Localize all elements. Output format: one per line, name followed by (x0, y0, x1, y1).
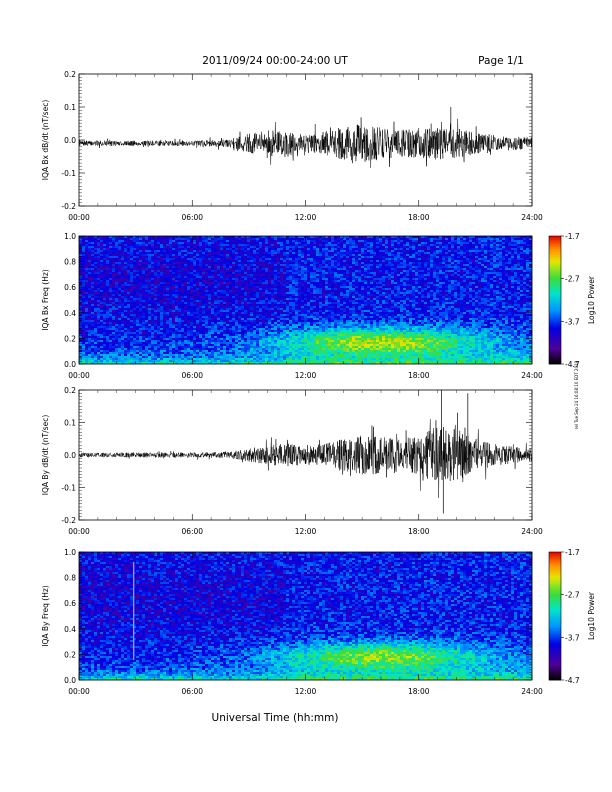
y-tick-label: 0.2 (64, 334, 76, 343)
colorbar-tick-label: -2.7 (565, 275, 580, 284)
y-tick-label: 0.8 (64, 258, 76, 267)
x-tick-label: 00:00 (68, 213, 90, 222)
panel-3: -0.2 -0.1 0.0 0.1 0.2 IQA By dB/dt (nT/sec) 00… (41, 386, 543, 536)
y-tick-label: 0.6 (64, 283, 76, 292)
colorbar-tick-label: -1.7 (565, 232, 580, 241)
y-tick-label: 0.2 (64, 70, 76, 79)
x-tick-label: 18:00 (408, 213, 430, 222)
colorbar-frame (548, 235, 562, 365)
y-tick-label: -0.1 (61, 484, 76, 493)
x-tick-label: 06:00 (181, 527, 203, 536)
figure-title: 2011/09/24 00:00-24:00 UT (202, 55, 348, 67)
y-tick-label: -0.2 (61, 516, 76, 525)
colorbar-frame (548, 551, 562, 681)
y-axis-label: IQA Bx dB/dt (nT/sec) (41, 100, 50, 181)
x-tick-label: 06:00 (181, 213, 203, 222)
y-tick-label: 0.6 (64, 599, 76, 608)
x-tick-label: 12:00 (295, 213, 317, 222)
colorbar-tick-label: -4.7 (565, 360, 580, 369)
x-tick-label: 06:00 (181, 687, 203, 696)
spectrogram-image (79, 552, 533, 681)
y-tick-label: 1.0 (64, 232, 76, 241)
x-tick-label: 12:00 (295, 687, 317, 696)
plot-frame (78, 73, 533, 207)
y-axis-label: IQA By Freq (Hz) (41, 585, 50, 647)
y-tick-label: 0.0 (64, 360, 76, 369)
y-axis-label: IQA By dB/dt (nT/sec) (41, 415, 50, 496)
colorbar-label: Log10 Power (587, 591, 596, 640)
signal-trace (78, 117, 533, 168)
x-tick-label: 00:00 (68, 527, 90, 536)
colorbar: -1.7 -2.7 -3.7 -4.7 Log10 Power (548, 548, 596, 685)
y-tick-label: 0.2 (64, 650, 76, 659)
x-tick-label: 00:00 (68, 371, 90, 380)
colorbar: -1.7 -2.7 -3.7 -4.7 Log10 Power (548, 232, 596, 369)
colorbar-label: Log10 Power (587, 275, 596, 324)
panel-4: -1.7 -2.7 -3.7 -4.7 Log10 Power 0.0 0.2 0.4 0.6 0… (41, 548, 596, 696)
run-timestamp: rel Tue Sep 24 16:08:10 EDT 2019 (574, 360, 579, 429)
page-indicator: Page 1/1 (478, 55, 524, 67)
signal-trace (78, 412, 533, 498)
colorbar-tick-label: -1.7 (565, 548, 580, 557)
colorbar-tick-label: -4.7 (565, 676, 580, 685)
x-tick-label: 12:00 (295, 371, 317, 380)
y-tick-label: 0.2 (64, 386, 76, 395)
panel-1: -0.2 -0.1 0.0 0.1 0.2 IQA Bx dB/dt (nT/sec) 00… (41, 70, 543, 222)
y-tick-label: 0.1 (64, 103, 76, 112)
colorbar-tick-label: -3.7 (565, 633, 580, 642)
y-axis-label: IQA Bx Freq (Hz) (41, 269, 50, 331)
spectrogram-image (79, 236, 533, 365)
x-tick-label: 18:00 (408, 371, 430, 380)
colorbar-tick-label: -2.7 (565, 591, 580, 600)
y-tick-label: 0.8 (64, 574, 76, 583)
x-tick-label: 06:00 (181, 371, 203, 380)
y-tick-label: 0.4 (64, 625, 76, 634)
y-tick-label: 0.0 (64, 451, 76, 460)
x-tick-label: 18:00 (408, 687, 430, 696)
x-tick-label: 00:00 (68, 687, 90, 696)
y-tick-label: 1.0 (64, 548, 76, 557)
x-axis-title: Universal Time (hh:mm) (212, 712, 339, 724)
y-tick-label: -0.2 (61, 202, 76, 211)
x-tick-label: 24:00 (521, 687, 543, 696)
y-tick-label: 0.1 (64, 419, 76, 428)
x-tick-label: 24:00 (521, 527, 543, 536)
x-tick-label: 12:00 (295, 527, 317, 536)
x-tick-label: 24:00 (521, 213, 543, 222)
y-tick-label: 0.0 (64, 676, 76, 685)
x-tick-label: 18:00 (408, 527, 430, 536)
y-tick-label: 0.0 (64, 136, 76, 145)
y-tick-label: -0.1 (61, 169, 76, 178)
colorbar-tick-label: -3.7 (565, 317, 580, 326)
y-tick-label: 0.4 (64, 309, 76, 318)
x-tick-label: 24:00 (521, 371, 543, 380)
panel-2: -1.7 -2.7 -3.7 -4.7 Log10 Power 0.0 0.2 0.4 0.6 0… (41, 232, 596, 380)
